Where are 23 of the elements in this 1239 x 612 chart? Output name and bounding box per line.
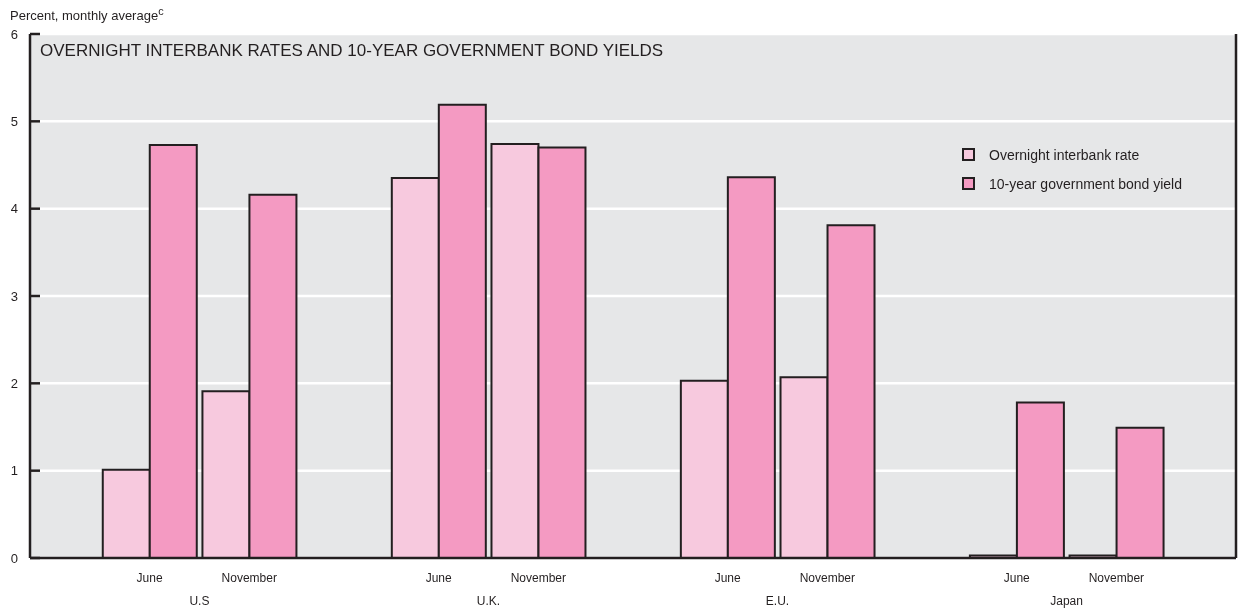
x-tick-label: June — [425, 571, 452, 585]
y-tick-label: 6 — [10, 26, 18, 42]
y-axis-title: Percent, monthly average$^{c}$ — [10, 4, 164, 25]
legend-label: Overnight interbank rate — [989, 146, 1140, 163]
x-tick-label: June — [136, 571, 163, 585]
y-tick-label: 0 — [10, 550, 18, 566]
y-tick-label: 3 — [10, 288, 18, 304]
text: E.U. — [765, 594, 790, 608]
x-tick-label: June — [1003, 571, 1031, 585]
text: U.S — [189, 594, 210, 608]
y-tick-label: 5 — [10, 113, 18, 129]
x-tick-label: November — [221, 571, 277, 585]
x-tick-label: November — [1088, 571, 1145, 585]
text: Japan — [1050, 594, 1083, 608]
y-tick-label: 1 — [10, 463, 18, 479]
y-tick-label: 4 — [10, 201, 18, 217]
x-tick-label: November — [799, 571, 856, 585]
y-tick-label: 2 — [10, 375, 18, 391]
x-tick-label: November — [510, 571, 566, 585]
text: U.K. — [476, 594, 501, 608]
x-tick-label: June — [714, 571, 742, 585]
legend-label: 10-year government bond yield — [989, 175, 1183, 192]
chart-title: OVERNIGHT INTERBANK RATES AND 10-YEAR GOVERNMENT BOND YIELDS — [40, 41, 664, 60]
